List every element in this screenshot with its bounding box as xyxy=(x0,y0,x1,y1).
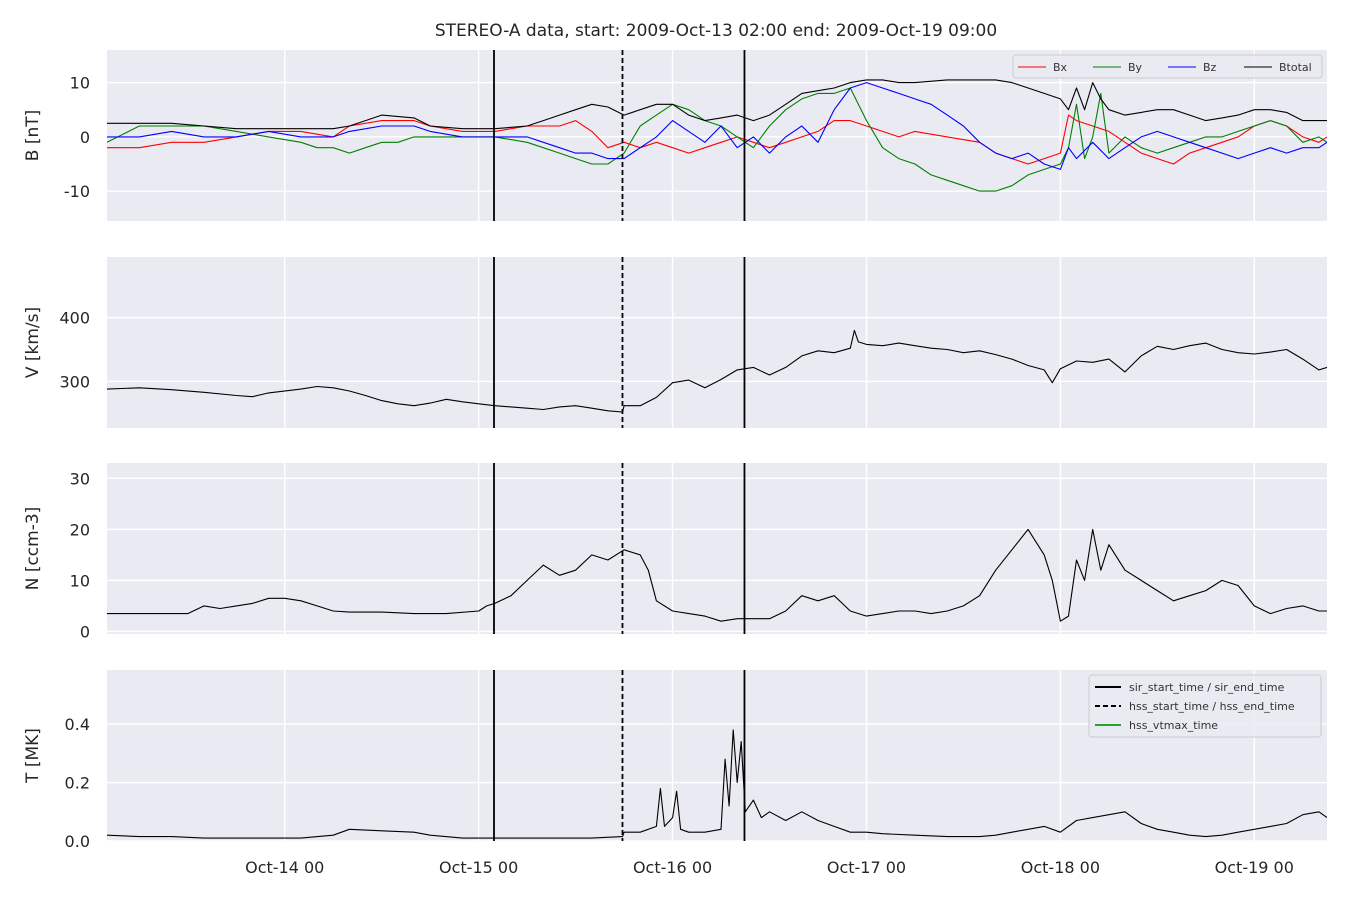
panel-t-ytick-label-0: 0.0 xyxy=(65,832,90,851)
panel-t-series-0 xyxy=(107,729,1327,839)
legend-events: sir_start_time / sir_end_time hss_start_t… xyxy=(1088,674,1322,738)
legend-b: Bx By Bz Btotal xyxy=(1012,54,1323,79)
panel-v-series-0 xyxy=(107,329,1327,413)
panel-b-series-by xyxy=(107,87,1327,192)
xtick-label-2: Oct-16 00 xyxy=(633,858,712,877)
panel-t: 0.0 0.2 0.4 T [MK] sir_start_time / sir_end_… xyxy=(23,670,1327,851)
panel-b-ytick-label-0: -10 xyxy=(64,182,90,201)
panel-n-ylabel: N [ccm-3] xyxy=(23,507,43,591)
panel-n-background xyxy=(107,463,1327,634)
legend-events-box xyxy=(1088,674,1322,738)
legend-events-label-1: hss_start_time / hss_end_time xyxy=(1129,700,1295,713)
panel-b-series-bz xyxy=(107,82,1327,170)
legend-b-label-by: By xyxy=(1128,61,1143,74)
xtick-label-5: Oct-19 00 xyxy=(1215,858,1294,877)
panel-b-series-btotal xyxy=(107,79,1327,130)
panel-v: 300 400 V [km/s] xyxy=(23,257,1327,428)
legend-b-label-btotal: Btotal xyxy=(1279,61,1312,74)
panel-b-series-group xyxy=(107,79,1327,192)
panel-v-series-group xyxy=(107,329,1327,413)
panel-t-series-group xyxy=(107,729,1327,839)
xtick-label-4: Oct-18 00 xyxy=(1021,858,1100,877)
panel-n-ytick-label-0: 0 xyxy=(80,622,90,641)
xtick-label-0: Oct-14 00 xyxy=(245,858,324,877)
legend-b-label-bx: Bx xyxy=(1053,61,1068,74)
panel-n-series-group xyxy=(107,528,1327,622)
panel-b: -10 0 10 B [nT] Bx By Bz Btotal xyxy=(23,50,1327,221)
panel-n: 0 10 20 30 N [ccm-3] xyxy=(23,463,1327,641)
xtick-label-3: Oct-17 00 xyxy=(827,858,906,877)
panel-n-ytick-label-3: 30 xyxy=(70,469,90,488)
chart-title: STEREO-A data, start: 2009-Oct-13 02:00 … xyxy=(435,21,997,41)
panel-b-series-bx xyxy=(107,114,1327,165)
panel-b-ylabel: B [nT] xyxy=(23,110,43,162)
panel-v-ytick-label-0: 300 xyxy=(59,372,90,391)
panel-n-ytick-label-2: 20 xyxy=(70,520,90,539)
panel-n-ytick-label-1: 10 xyxy=(70,571,90,590)
panel-b-ytick-label-2: 10 xyxy=(70,74,90,93)
panel-n-series-0 xyxy=(107,528,1327,622)
panel-t-ylabel: T [MK] xyxy=(23,728,43,784)
panel-v-background xyxy=(107,257,1327,428)
legend-events-label-0: sir_start_time / sir_end_time xyxy=(1129,681,1285,694)
plot-root: -10 0 10 B [nT] Bx By Bz Btotal 300 400 V [km/s] 0 1… xyxy=(23,50,1327,877)
xtick-label-1: Oct-15 00 xyxy=(439,858,518,877)
panel-t-ytick-label-2: 0.4 xyxy=(65,715,90,734)
legend-b-box xyxy=(1012,54,1323,79)
legend-b-label-bz: Bz xyxy=(1203,61,1217,74)
panel-v-ytick-label-1: 400 xyxy=(59,309,90,328)
panel-t-ytick-label-1: 0.2 xyxy=(65,774,90,793)
panel-v-ylabel: V [km/s] xyxy=(23,307,43,378)
panel-b-ytick-label-1: 0 xyxy=(80,128,90,147)
legend-events-label-2: hss_vtmax_time xyxy=(1129,719,1218,732)
